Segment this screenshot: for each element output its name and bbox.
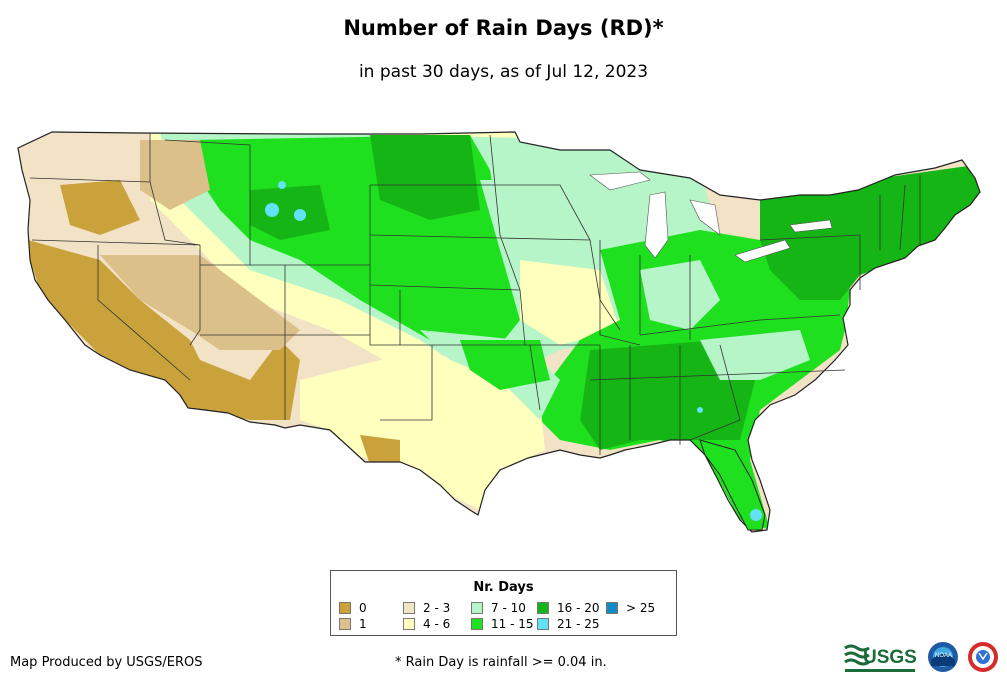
legend-item-3: 4 - 6 <box>403 617 450 631</box>
agency-logos: USGS NOAA <box>844 642 998 672</box>
legend-label: 21 - 25 <box>557 617 600 631</box>
legend-label: 11 - 15 <box>491 617 534 631</box>
legend-item-6: 16 - 20 <box>537 601 600 615</box>
map-subtitle: in past 30 days, as of Jul 12, 2023 <box>358 62 649 82</box>
legend-swatch <box>403 602 415 614</box>
legend-label: 2 - 3 <box>423 601 451 615</box>
nws-logo <box>968 642 998 672</box>
legend-title: Nr. Days <box>473 580 534 595</box>
noaa-logo-text: NOAA <box>935 653 952 659</box>
legend-item-1: 1 <box>339 617 367 631</box>
legend-label: > 25 <box>626 601 656 615</box>
legend-label: 0 <box>359 601 367 615</box>
rain-day-footnote: * Rain Day is rainfall >= 0.04 in. <box>395 655 607 670</box>
legend-swatch <box>471 602 483 614</box>
legend-swatch <box>537 602 549 614</box>
noaa-logo: NOAA <box>928 642 958 672</box>
producer-credit: Map Produced by USGS/EROS <box>10 655 203 670</box>
legend: Nr. Days 0 1 2 - 3 4 - 6 7 - 10 11 - 15 … <box>330 570 677 636</box>
legend-item-0: 0 <box>339 601 367 615</box>
legend-item-4: 7 - 10 <box>471 601 526 615</box>
usgs-logo: USGS <box>844 644 917 672</box>
legend-item-7: 21 - 25 <box>537 617 600 631</box>
map-title: Number of Rain Days (RD)* <box>343 16 664 40</box>
usgs-logo-text: USGS <box>863 647 917 668</box>
legend-label: 1 <box>359 617 367 631</box>
legend-swatch <box>537 618 549 630</box>
legend-label: 4 - 6 <box>423 617 451 631</box>
legend-item-8: > 25 <box>606 601 655 615</box>
legend-swatch <box>471 618 483 630</box>
legend-swatch <box>339 618 351 630</box>
legend-label: 7 - 10 <box>491 601 526 615</box>
legend-item-2: 2 - 3 <box>403 601 450 615</box>
legend-item-5: 11 - 15 <box>471 617 534 631</box>
legend-label: 16 - 20 <box>557 601 600 615</box>
legend-swatch <box>339 602 351 614</box>
legend-swatch <box>403 618 415 630</box>
legend-swatch <box>606 602 618 614</box>
